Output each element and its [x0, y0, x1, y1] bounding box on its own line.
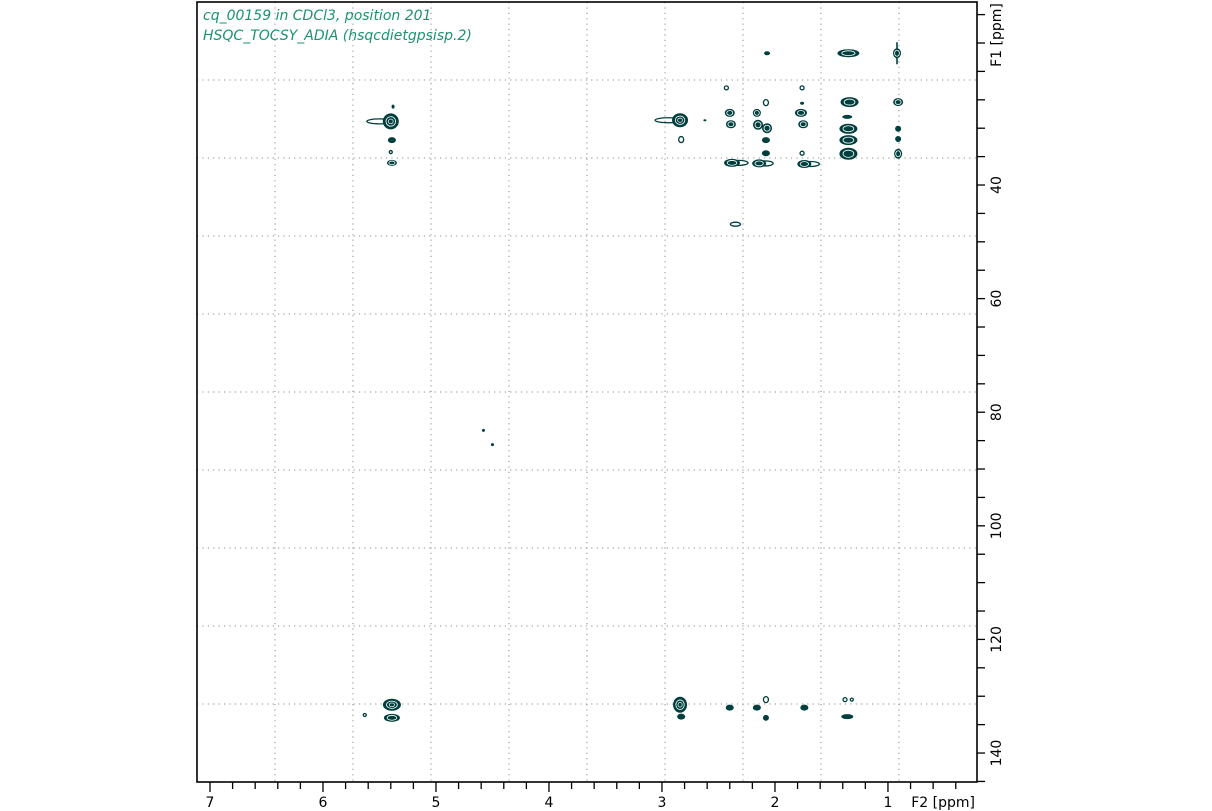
x-tick-label: 3 — [658, 795, 667, 811]
cross-peak — [794, 108, 807, 117]
cross-peak — [800, 101, 805, 105]
cross-peak — [366, 113, 399, 130]
cross-peak — [762, 123, 773, 134]
cross-peak — [673, 696, 688, 713]
y-tick-label: 40 — [989, 176, 1005, 194]
cross-peak — [762, 695, 770, 704]
spectrum-title-experiment: HSQC_TOCSY_ADIA (hsqcdietgpsisp.2) — [203, 28, 472, 44]
x-axis-label: F2 [ppm] — [911, 795, 975, 811]
cross-peak — [893, 98, 904, 107]
cross-peak — [382, 698, 401, 711]
cross-peak — [894, 148, 903, 159]
cross-peak — [752, 159, 774, 168]
cross-peak — [725, 120, 736, 129]
cross-peak — [797, 159, 820, 168]
y-tick-label: 100 — [989, 512, 1005, 539]
cross-peak — [762, 99, 770, 107]
y-tick-label: 120 — [989, 626, 1005, 653]
x-tick-label: 7 — [206, 795, 215, 811]
spectrum-plot-area[interactable] — [196, 1, 978, 783]
x-tick-label: 6 — [319, 795, 328, 811]
spectrum-title-sample: cq_00159 in CDCl3, position 201 — [203, 8, 432, 24]
cross-peak — [761, 137, 770, 144]
x-tick-label: 5 — [432, 795, 441, 811]
y-axis: 40 60 80 100 120 140 — [977, 13, 1005, 783]
cross-peak — [724, 158, 749, 167]
y-tick-label: 60 — [989, 290, 1005, 308]
cross-peak — [391, 104, 395, 109]
cross-peak — [753, 119, 764, 130]
cross-peak — [724, 108, 735, 117]
cross-peak — [839, 123, 858, 134]
cross-peak — [837, 49, 860, 58]
x-tick-label: 4 — [545, 795, 554, 811]
x-tick-label: 2 — [771, 795, 780, 811]
cross-peak — [729, 221, 742, 227]
cross-peak — [799, 85, 805, 91]
cross-peak — [387, 137, 396, 144]
cross-peak — [481, 428, 485, 432]
cross-peak — [895, 136, 902, 143]
cross-peak — [362, 712, 367, 718]
cross-peak — [677, 713, 686, 720]
cross-peak — [798, 120, 809, 129]
cross-peak — [725, 704, 734, 711]
cross-peak — [849, 697, 854, 702]
cross-peak — [799, 150, 805, 156]
cross-peak — [490, 443, 494, 447]
cross-peak — [839, 147, 858, 160]
cross-peak — [762, 714, 769, 721]
cross-peak — [800, 704, 809, 711]
cross-peak — [723, 85, 730, 91]
cross-peak — [895, 125, 902, 132]
y-tick-label: 140 — [989, 740, 1005, 767]
cross-peak — [386, 159, 397, 166]
cross-peak — [842, 696, 848, 703]
cross-peak — [654, 113, 689, 128]
y-axis-label: F1 [ppm] — [989, 3, 1005, 67]
cross-peaks — [362, 42, 904, 722]
cross-peak — [842, 114, 853, 119]
cross-peak — [841, 714, 854, 720]
y-tick-label: 80 — [989, 403, 1005, 421]
cross-peak — [703, 119, 707, 122]
cross-peak — [840, 97, 859, 108]
cross-peak — [678, 135, 685, 144]
cross-peak — [383, 713, 400, 722]
cross-peak — [764, 51, 771, 56]
x-axis: 7 6 5 4 3 2 1 — [206, 782, 957, 811]
cross-peak — [388, 149, 393, 155]
cross-peak — [752, 108, 761, 117]
grid-lines — [197, 2, 977, 782]
cross-peak — [839, 135, 858, 146]
cross-peak — [761, 150, 770, 157]
x-tick-label: 1 — [883, 795, 892, 811]
cross-peak — [893, 42, 901, 65]
cross-peak — [752, 704, 761, 711]
